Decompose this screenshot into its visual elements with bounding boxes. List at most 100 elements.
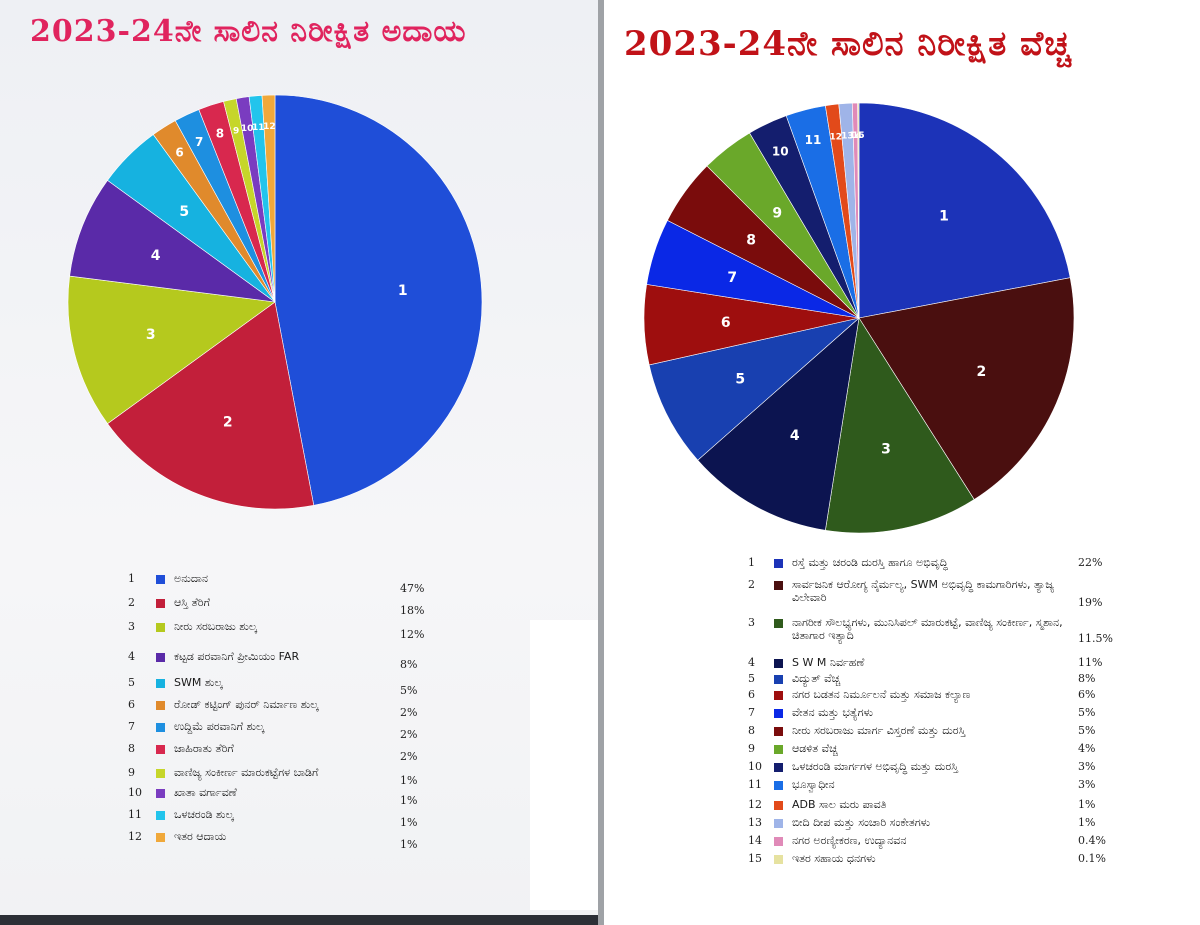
slice-label-8: 8 xyxy=(216,127,224,141)
slice-label-9: 9 xyxy=(233,126,239,136)
legend-number: 4 xyxy=(128,650,135,663)
legend-label: ನಾಗರೀಕ ಸೌಲಭ್ಯಗಳು, ಮುನಿಸಿಪಲ್ ಮಾರುಕಟ್ಟೆ, ವ… xyxy=(792,616,1063,642)
legend-number: 12 xyxy=(128,830,142,843)
slice-label-14: 14 xyxy=(849,131,862,141)
legend-value: 0.1% xyxy=(1078,852,1106,865)
pie-slice-15 xyxy=(857,102,860,319)
pie-slice-3 xyxy=(67,275,276,425)
expenditure-chart-title: 2023-24ನೇ ಸಾಲಿನ ನಿರೀಕ್ಷಿತ ವೆಚ್ಚ xyxy=(624,24,1072,64)
legend-number: 9 xyxy=(128,766,135,779)
legend-swatch xyxy=(774,559,783,568)
slice-label-5: 5 xyxy=(735,372,745,388)
legend-swatch xyxy=(774,675,783,684)
pie-slice-1 xyxy=(274,94,483,506)
legend-value: 1% xyxy=(1078,798,1096,811)
legend-number: 12 xyxy=(748,798,762,811)
legend-swatch xyxy=(156,789,165,798)
legend-value: 12% xyxy=(400,628,425,641)
image-divider xyxy=(598,0,604,925)
slice-label-11: 11 xyxy=(805,133,822,147)
legend-number: 14 xyxy=(748,834,762,847)
legend-value: 8% xyxy=(1078,672,1096,685)
legend-label: S W M ನಿರ್ವಹಣೆ xyxy=(792,656,865,669)
legend-value: 19% xyxy=(1078,596,1103,609)
pie-slice-3 xyxy=(825,317,975,534)
legend-swatch xyxy=(774,819,783,828)
paper-highlight xyxy=(530,620,598,910)
slice-label-3: 3 xyxy=(146,327,156,343)
legend-label: ಅನುದಾನ xyxy=(174,572,208,585)
pie-slice-5 xyxy=(648,317,860,461)
pie-slice-2 xyxy=(107,301,315,510)
legend-swatch xyxy=(156,811,165,820)
legend-label: ಇತರ ಸಹಾಯ ಧನಗಳು xyxy=(792,852,876,865)
legend-swatch xyxy=(774,619,783,628)
legend-number: 10 xyxy=(128,786,142,799)
legend-swatch xyxy=(156,679,165,688)
legend-value: 5% xyxy=(1078,706,1096,719)
legend-number: 6 xyxy=(748,688,755,701)
legend-label: ರಸ್ತೆ ಮತ್ತು ಚರಂಡಿ ದುರಸ್ತಿ ಹಾಗೂ ಅಭಿವೃದ್ಧಿ xyxy=(792,556,948,569)
legend-number: 1 xyxy=(128,572,135,585)
legend-value: 1% xyxy=(400,794,418,807)
legend-swatch xyxy=(774,727,783,736)
bottom-edge xyxy=(0,915,598,925)
legend-number: 6 xyxy=(128,698,135,711)
legend-number: 11 xyxy=(128,808,142,821)
legend-swatch xyxy=(156,723,165,732)
legend-value: 6% xyxy=(1078,688,1096,701)
legend-value: 18% xyxy=(400,604,425,617)
pie-slice-12 xyxy=(261,94,276,303)
slice-label-12: 12 xyxy=(830,133,843,143)
legend-value: 1% xyxy=(400,838,418,851)
legend-swatch xyxy=(774,745,783,754)
legend-number: 13 xyxy=(748,816,762,829)
legend-number: 4 xyxy=(748,656,755,669)
legend-value: 3% xyxy=(1078,760,1096,773)
legend-label: ನಗರ ಅರಣ್ಯೀಕರಣ, ಉದ್ಯಾನವನ xyxy=(792,834,907,847)
legend-number: 3 xyxy=(128,620,135,633)
legend-number: 5 xyxy=(748,672,755,685)
legend-swatch xyxy=(156,745,165,754)
legend-number: 7 xyxy=(128,720,135,733)
legend-label: ಒಳಚರಂಡಿ ಶುಲ್ಕ xyxy=(174,808,234,821)
legend-label: ನೀರು ಸರಬರಾಜು ಮಾರ್ಗ ವಿಸ್ತರಣೆ ಮತ್ತು ದುರಸ್ತ… xyxy=(792,724,966,737)
legend-label: ನಗರ ಬಡತನ ನಿರ್ಮೂಲನೆ ಮತ್ತು ಸಮಾಜ ಕಲ್ಯಾಣ xyxy=(792,688,971,701)
legend-label: ಕಟ್ಟಡ ಪರವಾನಿಗೆ ಪ್ರೀಮಿಯಂ FAR xyxy=(174,650,300,663)
legend-label: ಜಾಹಿರಾತು ತೆರಿಗೆ xyxy=(174,742,234,755)
legend-value: 2% xyxy=(400,750,418,763)
legend-swatch xyxy=(774,801,783,810)
legend-value: 11.5% xyxy=(1078,632,1113,645)
legend-number: 2 xyxy=(748,578,755,591)
legend-swatch xyxy=(774,659,783,668)
legend-number: 15 xyxy=(748,852,762,865)
legend-label: ಒಳಚರಂಡಿ ಮಾರ್ಗಗಳ ಅಭಿವೃದ್ಧಿ ಮತ್ತು ದುರಸ್ತಿ xyxy=(792,760,959,773)
legend-label: ಭೂಸ್ವಾಧೀನ xyxy=(792,778,835,791)
legend-value: 5% xyxy=(400,684,418,697)
slice-label-15: 15 xyxy=(852,131,865,141)
legend-number: 2 xyxy=(128,596,135,609)
legend-swatch xyxy=(774,837,783,846)
legend-swatch xyxy=(156,599,165,608)
pie-slice-2 xyxy=(858,277,1075,500)
legend-label: ಆಡಳಿತ ವೆಚ್ಚ xyxy=(792,742,838,755)
legend-number: 8 xyxy=(128,742,135,755)
slice-label-4: 4 xyxy=(151,248,161,264)
legend-value: 8% xyxy=(400,658,418,671)
legend-value: 1% xyxy=(400,816,418,829)
legend-swatch xyxy=(156,653,165,662)
legend-swatch xyxy=(774,855,783,864)
slice-label-5: 5 xyxy=(179,204,189,220)
legend-number: 9 xyxy=(748,742,755,755)
slice-label-7: 7 xyxy=(195,135,203,149)
legend-label: ಖಾತಾ ವರ್ಗಾವಣೆ xyxy=(174,786,237,799)
pie-slice-4 xyxy=(69,179,276,303)
legend-number: 5 xyxy=(128,676,135,689)
legend-swatch xyxy=(774,581,783,590)
legend-swatch xyxy=(156,701,165,710)
legend-label: ಸಾರ್ವಜನಿಕ ಆರೋಗ್ಯ ನೈರ್ಮಲ್ಯ, SWM ಅಭಿವೃದ್ಧಿ… xyxy=(792,578,1055,604)
slice-label-2: 2 xyxy=(223,414,233,430)
legend-value: 5% xyxy=(1078,724,1096,737)
